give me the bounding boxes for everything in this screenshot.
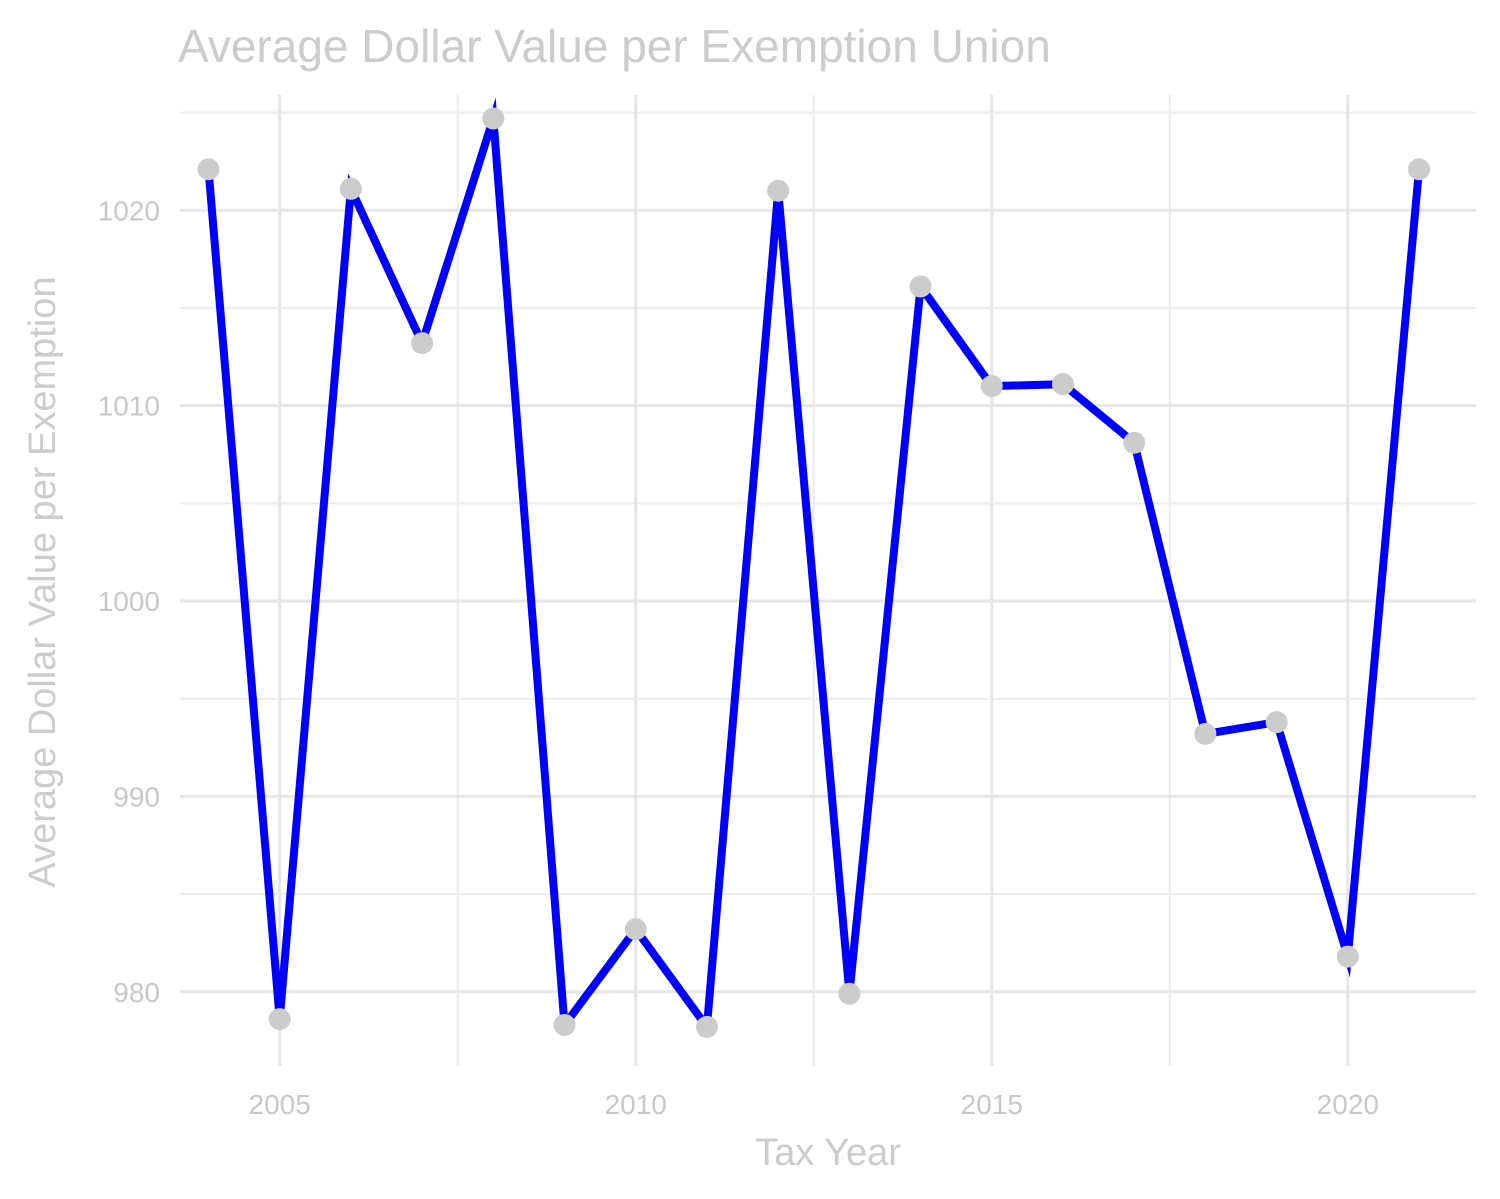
data-point (1336, 945, 1359, 968)
x-tick-labels: 2005 2010 2015 2020 (249, 1089, 1379, 1120)
y-tick-label: 1000 (98, 586, 160, 617)
y-tick-label: 980 (113, 977, 160, 1008)
data-point (268, 1008, 291, 1031)
data-point (1408, 158, 1431, 181)
x-axis-label: Tax Year (755, 1132, 901, 1174)
data-point (339, 177, 362, 200)
x-tick-label: 2020 (1317, 1089, 1379, 1120)
y-tick-label: 1020 (98, 195, 160, 226)
data-point (909, 275, 932, 298)
y-tick-label: 1010 (98, 391, 160, 422)
x-tick-label: 2005 (249, 1089, 311, 1120)
x-tick-label: 2015 (961, 1089, 1023, 1120)
data-point (624, 918, 647, 941)
data-point (553, 1013, 576, 1036)
chart-title: Average Dollar Value per Exemption Union (178, 20, 1051, 72)
data-point (197, 158, 220, 181)
series-line (204, 97, 1423, 1038)
data-point (482, 107, 505, 130)
data-point (1265, 711, 1288, 734)
y-tick-labels: 980 990 1000 1010 1020 (98, 195, 160, 1007)
data-point (980, 375, 1003, 398)
data-point (1194, 722, 1217, 745)
data-points (197, 107, 1431, 1038)
y-axis-label: Average Dollar Value per Exemption (22, 276, 64, 887)
data-point (695, 1015, 718, 1038)
data-point (411, 332, 434, 355)
data-point (1123, 431, 1146, 454)
series (204, 97, 1423, 1038)
x-tick-label: 2010 (605, 1089, 667, 1120)
y-tick-label: 990 (113, 781, 160, 812)
data-point (838, 982, 861, 1005)
data-point (1051, 373, 1074, 396)
data-point (767, 179, 790, 202)
